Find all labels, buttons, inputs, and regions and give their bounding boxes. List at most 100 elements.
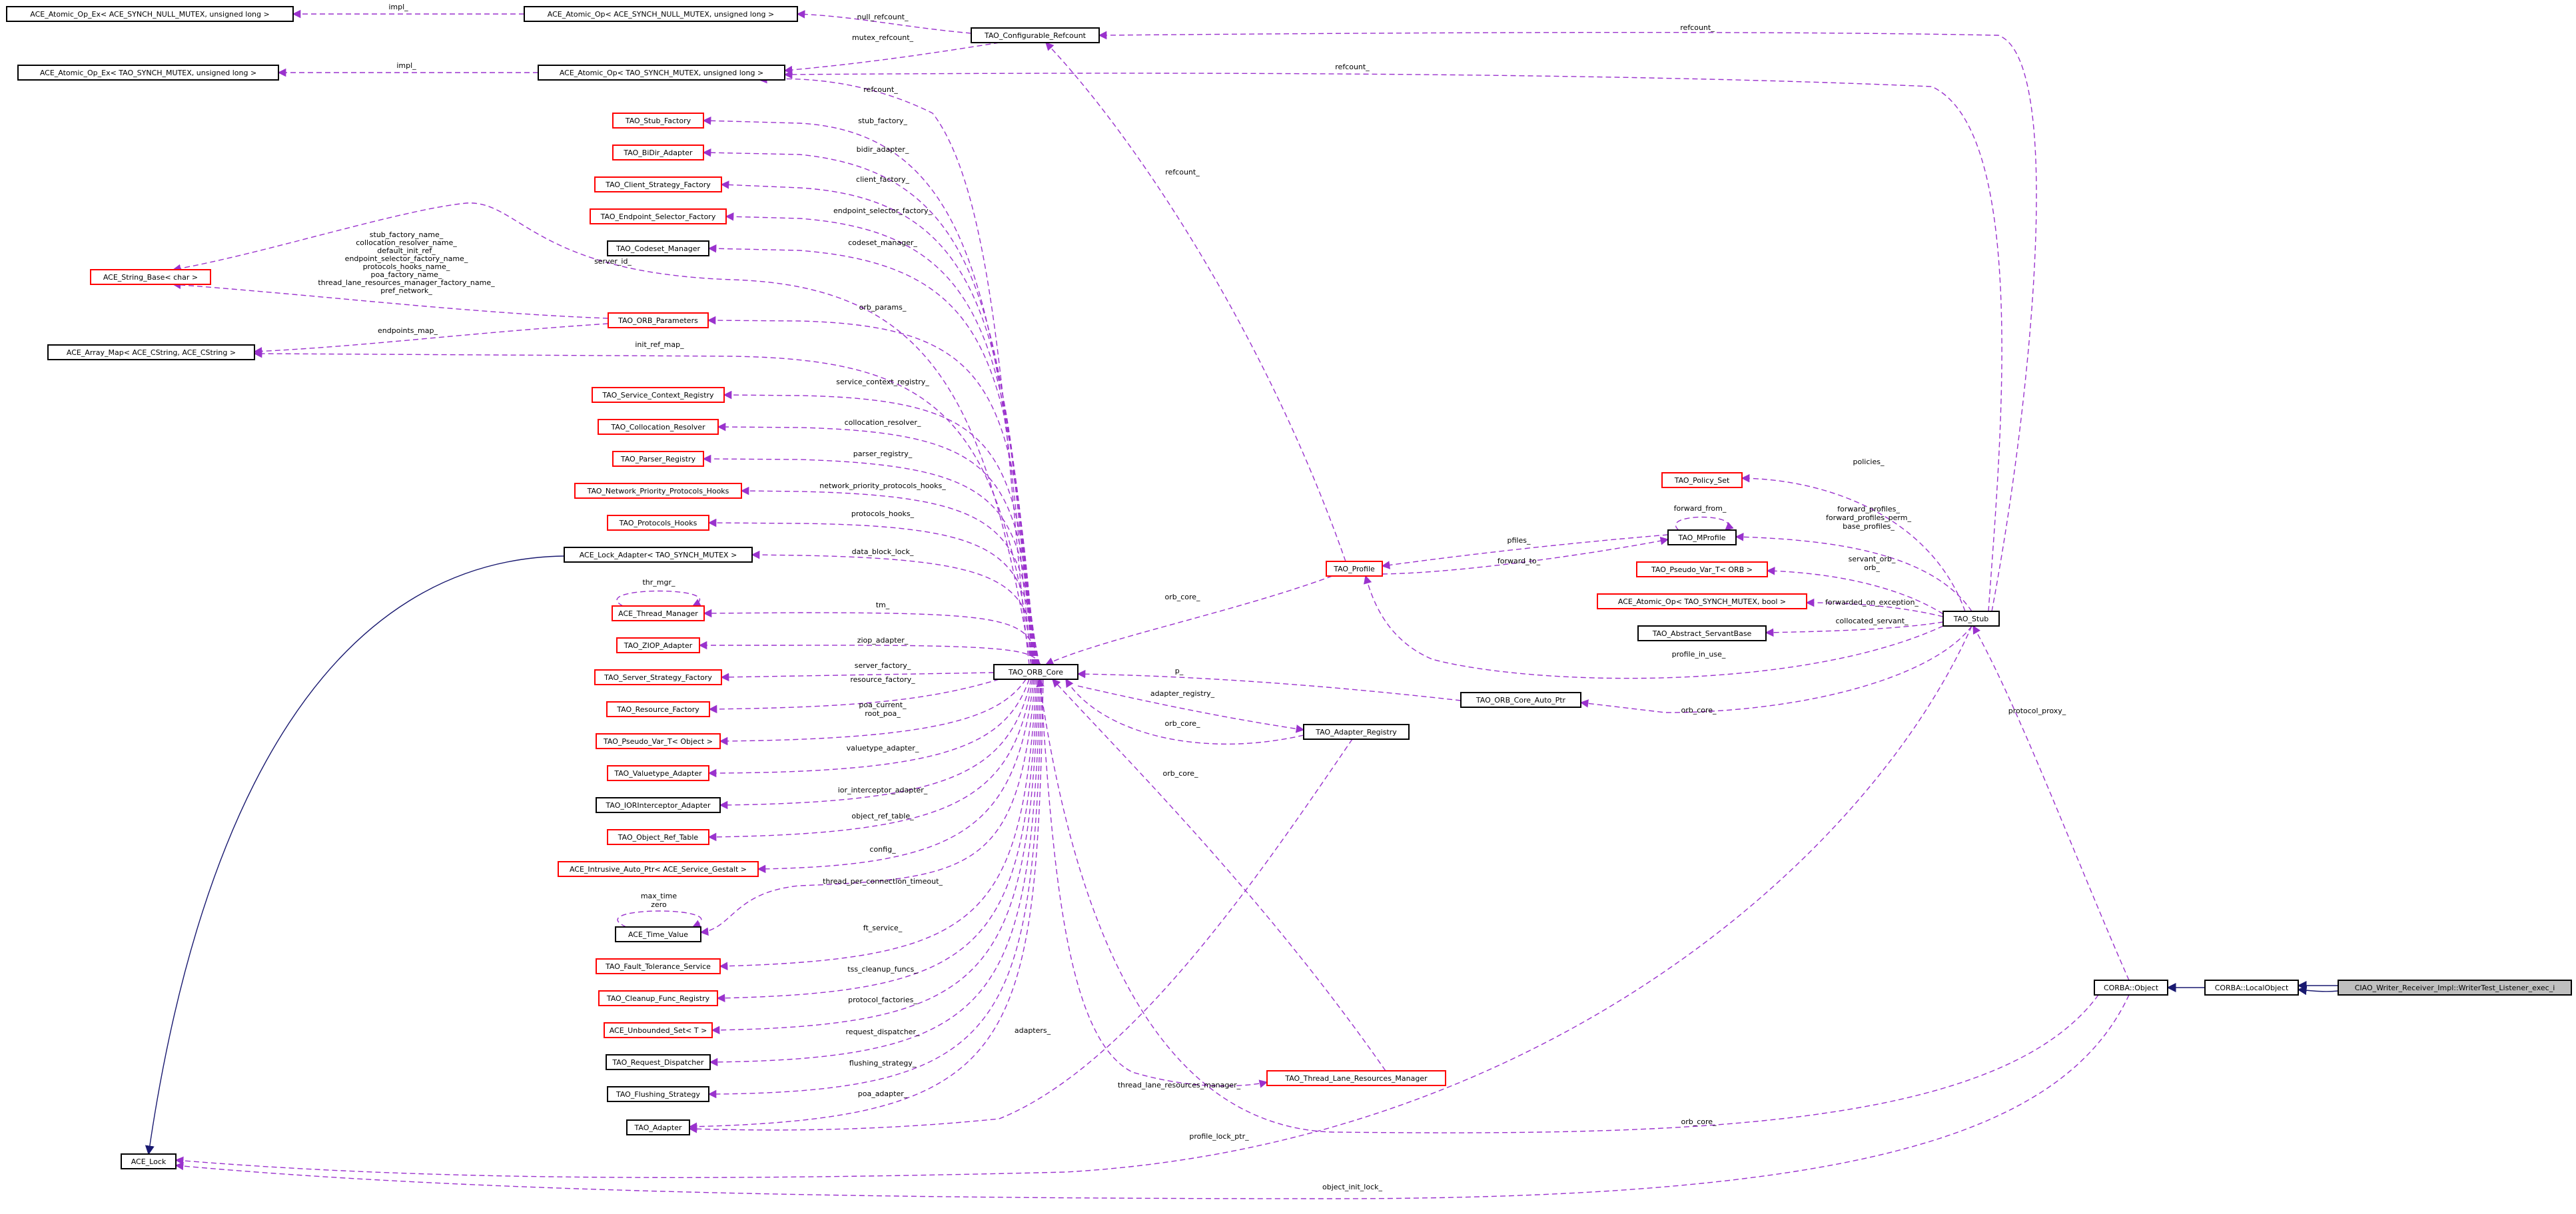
- node-ziop[interactable]: TAO_ZIOP_Adapter: [616, 637, 700, 653]
- node-ior-int[interactable]: TAO_IORInterceptor_Adapter: [596, 797, 721, 813]
- node-label: TAO_Request_Dispatcher: [612, 1058, 704, 1067]
- node-valuetype[interactable]: TAO_Valuetype_Adapter: [607, 765, 709, 781]
- node-box: [598, 990, 718, 1006]
- node-box: [607, 240, 709, 256]
- edge-stub-to-abs_servant: [1765, 621, 1944, 637]
- node-thr-mgr[interactable]: ACE_Thread_Manager: [612, 605, 705, 621]
- edge-10-label: endpoint_selector_factory_: [833, 206, 932, 215]
- node-srv-strat[interactable]: TAO_Server_Strategy_Factory: [594, 669, 722, 685]
- node-label: TAO_Parser_Registry: [620, 455, 696, 463]
- node-label: ACE_Unbounded_Set< T >: [610, 1026, 707, 1035]
- node-focus[interactable]: CIAO_Writer_Receiver_Impl::WriterTest_Li…: [2338, 980, 2572, 996]
- node-box: [1637, 625, 1767, 641]
- node-lock-adapter[interactable]: ACE_Lock_Adapter< TAO_SYNCH_MUTEX >: [564, 547, 753, 563]
- node-mprofile[interactable]: TAO_MProfile: [1667, 529, 1737, 545]
- node-ao-mutex[interactable]: ACE_Atomic_Op< TAO_SYNCH_MUTEX, unsigned…: [538, 65, 785, 81]
- node-orb-core[interactable]: TAO_ORB_Core: [993, 664, 1078, 680]
- edge-60-label: object_init_lock_: [1322, 1183, 1382, 1191]
- node-stub-factory[interactable]: TAO_Stub_Factory: [612, 113, 704, 129]
- node-res-factory[interactable]: TAO_Resource_Factory: [606, 701, 710, 717]
- node-cleanup[interactable]: TAO_Cleanup_Func_Registry: [598, 990, 718, 1006]
- edge-1-label: null_refcount_: [857, 13, 909, 21]
- edge-4-label: mutex_refcount_: [852, 33, 914, 42]
- node-array-map[interactable]: ACE_Array_Map< ACE_CString, ACE_CString …: [47, 344, 255, 360]
- edge-27-label: root_poa_: [865, 709, 901, 718]
- edge-52-label: servant_orb_: [1849, 555, 1896, 563]
- node-req-disp[interactable]: TAO_Request_Dispatcher: [606, 1054, 711, 1070]
- edge-26-label: resource_factory_: [850, 675, 915, 684]
- edge-orb_core-to-adapter_reg: [1077, 685, 1305, 733]
- self-edge-0-label: thr_mgr_: [642, 578, 675, 587]
- node-label: TAO_Cleanup_Func_Registry: [606, 994, 710, 1003]
- edge-orb_core-to-srv_strat: [720, 672, 995, 682]
- edge-16-label: init_ref_map_: [635, 340, 684, 349]
- edge-25-label: server_factory_: [855, 661, 911, 670]
- node-cfg-ref[interactable]: TAO_Configurable_Refcount: [971, 27, 1100, 43]
- edge-39-label: adapters_: [1015, 1026, 1051, 1035]
- edge-cfg_ref-to-ao_mutex: [783, 42, 1000, 75]
- node-box: [2338, 980, 2572, 996]
- edge-orb_params-to-array_map: [253, 323, 609, 356]
- node-label: ACE_String_Base< char >: [103, 273, 198, 282]
- node-stub[interactable]: TAO_Stub: [1942, 611, 2000, 627]
- node-thread-lane[interactable]: TAO_Thread_Lane_Resources_Manager: [1266, 1070, 1446, 1086]
- node-corba-obj[interactable]: CORBA::Object: [2094, 980, 2168, 996]
- node-net-prio[interactable]: TAO_Network_Priority_Protocols_Hooks: [574, 483, 742, 499]
- edge-12-label: server_id_: [594, 257, 632, 266]
- edge-profile-to-cfg_ref: [1045, 42, 1346, 562]
- edge-59-label: profile_lock_ptr_: [1189, 1132, 1249, 1141]
- node-label: TAO_Pseudo_Var_T< ORB >: [1651, 565, 1753, 574]
- node-flushing[interactable]: TAO_Flushing_Strategy: [607, 1086, 709, 1102]
- edge-corba_obj-to-ace_lock: [175, 994, 2130, 1199]
- node-unbounded[interactable]: ACE_Unbounded_Set< T >: [604, 1022, 713, 1038]
- node-pseudo-obj[interactable]: TAO_Pseudo_Var_T< Object >: [596, 733, 721, 749]
- node-adapter-reg[interactable]: TAO_Adapter_Registry: [1303, 724, 1410, 740]
- node-bidir[interactable]: TAO_BiDir_Adapter: [612, 145, 704, 160]
- node-ace-lock[interactable]: ACE_Lock: [121, 1153, 177, 1169]
- node-aex-null[interactable]: ACE_Atomic_Op_Ex< ACE_SYNCH_NULL_MUTEX, …: [6, 6, 294, 22]
- node-label: ACE_Array_Map< ACE_CString, ACE_CString …: [67, 348, 236, 357]
- node-abs-servant[interactable]: TAO_Abstract_ServantBase: [1637, 625, 1767, 641]
- node-fault-tol[interactable]: TAO_Fault_Tolerance_Service: [596, 958, 721, 974]
- node-svc-ctx[interactable]: TAO_Service_Context_Registry: [592, 387, 725, 403]
- node-ao-bool[interactable]: ACE_Atomic_Op< TAO_SYNCH_MUTEX, bool >: [1597, 593, 1807, 609]
- node-orb-params[interactable]: TAO_ORB_Parameters: [608, 312, 709, 328]
- edge-53-label: forwarded_on_exception_: [1825, 598, 1919, 607]
- node-client-strat[interactable]: TAO_Client_Strategy_Factory: [594, 176, 722, 192]
- self-edge-1-label: zero: [651, 900, 667, 909]
- node-colloc-res[interactable]: TAO_Collocation_Resolver: [598, 419, 719, 435]
- node-label: TAO_Adapter: [634, 1123, 682, 1132]
- edge-orb_core-to-pseudo_obj: [719, 679, 1027, 746]
- edge-orb_core-to-req_disp: [709, 679, 1041, 1067]
- node-codeset[interactable]: TAO_Codeset_Manager: [607, 240, 709, 256]
- node-label: TAO_Abstract_ServantBase: [1652, 629, 1752, 638]
- node-endpoint-sel[interactable]: TAO_Endpoint_Selector_Factory: [590, 208, 727, 224]
- node-intrusive[interactable]: ACE_Intrusive_Auto_Ptr< ACE_Service_Gest…: [558, 861, 759, 877]
- edge-orb_core-to-ao_mutex: [758, 75, 1030, 665]
- node-parser-reg[interactable]: TAO_Parser_Registry: [612, 451, 704, 467]
- node-adapter[interactable]: TAO_Adapter: [626, 1119, 690, 1135]
- node-ao-null[interactable]: ACE_Atomic_Op< ACE_SYNCH_NULL_MUTEX, uns…: [524, 6, 798, 22]
- node-orb-core-ap[interactable]: TAO_ORB_Core_Auto_Ptr: [1460, 692, 1581, 708]
- edge-orb_core-to-lock_adapter: [751, 550, 1040, 665]
- node-label: CIAO_Writer_Receiver_Impl::WriterTest_Li…: [2355, 984, 2555, 992]
- node-local-obj[interactable]: CORBA::LocalObject: [2204, 980, 2299, 996]
- node-box: [596, 733, 721, 749]
- node-box: [538, 65, 785, 81]
- edge-focus-to-local_obj: [2297, 986, 2339, 996]
- nodes-layer: ACE_Atomic_Op_Ex< ACE_SYNCH_NULL_MUTEX, …: [6, 6, 2572, 1169]
- node-box: [607, 1086, 709, 1102]
- edge-lock_adapter-to-ace_lock: [145, 555, 565, 1155]
- node-obj-ref-tbl[interactable]: TAO_Object_Ref_Table: [607, 829, 709, 845]
- node-string-base[interactable]: ACE_String_Base< char >: [90, 269, 211, 285]
- edge-57-label: orb_core_: [1681, 706, 1717, 715]
- node-box: [17, 65, 279, 81]
- node-pseudo-orb[interactable]: TAO_Pseudo_Var_T< ORB >: [1636, 561, 1768, 577]
- node-policy-set[interactable]: TAO_Policy_Set: [1661, 472, 1743, 488]
- node-proto-hooks[interactable]: TAO_Protocols_Hooks: [607, 515, 709, 531]
- node-profile[interactable]: TAO_Profile: [1326, 561, 1383, 577]
- node-time-value[interactable]: ACE_Time_Value: [615, 926, 701, 942]
- node-aex-mutex[interactable]: ACE_Atomic_Op_Ex< TAO_SYNCH_MUTEX, unsig…: [17, 65, 279, 81]
- node-label: TAO_Network_Priority_Protocols_Hooks: [587, 487, 729, 495]
- string-base-member-label: stub_factory_name_: [370, 230, 444, 239]
